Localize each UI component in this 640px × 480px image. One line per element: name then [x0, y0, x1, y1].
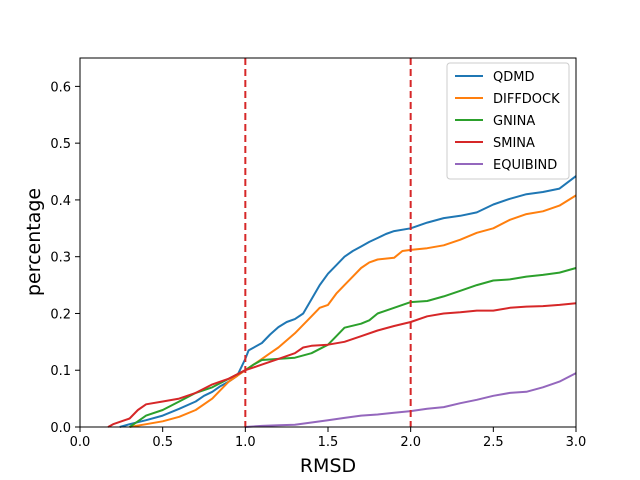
legend-label-diffdock: DIFFDOCK: [493, 92, 560, 107]
y-axis-title: percentage: [23, 188, 45, 296]
x-tick-label: 3.0: [566, 435, 587, 450]
series-line-diffdock: [129, 194, 577, 428]
x-tick-label: 2.5: [483, 435, 504, 450]
x-tick-label: 2.0: [400, 435, 421, 450]
x-axis-title: RMSD: [300, 455, 356, 477]
plot-lines: [107, 175, 577, 428]
y-tick-label: 0.2: [50, 307, 71, 322]
series-line-qdmd: [119, 175, 577, 428]
series-line-smina: [107, 302, 577, 428]
legend: QDMD DIFFDOCK GNINA SMINA EQUIBIND: [446, 62, 570, 180]
reference-lines: [244, 58, 412, 427]
y-tick-label: 0.0: [50, 421, 71, 436]
legend-label-equibind: EQUIBIND: [493, 158, 557, 173]
y-tick-label: 0.1: [50, 364, 71, 379]
x-axis-ticks: 0.0 0.5 1.0 1.5 2.0 2.5 3.0: [70, 427, 587, 450]
x-tick-label: 0.0: [70, 435, 91, 450]
y-tick-label: 0.6: [50, 80, 71, 95]
y-tick-label: 0.5: [50, 137, 71, 152]
x-tick-label: 1.0: [235, 435, 256, 450]
legend-box: [446, 62, 570, 180]
legend-label-gnina: GNINA: [493, 114, 535, 129]
y-tick-label: 0.3: [50, 251, 71, 266]
legend-label-smina: SMINA: [493, 136, 535, 151]
legend-label-qdmd: QDMD: [493, 70, 534, 85]
y-tick-label: 0.4: [50, 194, 71, 209]
y-axis-ticks: 0.0 0.1 0.2 0.3 0.4 0.5 0.6: [50, 80, 80, 436]
x-tick-label: 1.5: [318, 435, 339, 450]
x-tick-label: 0.5: [152, 435, 173, 450]
